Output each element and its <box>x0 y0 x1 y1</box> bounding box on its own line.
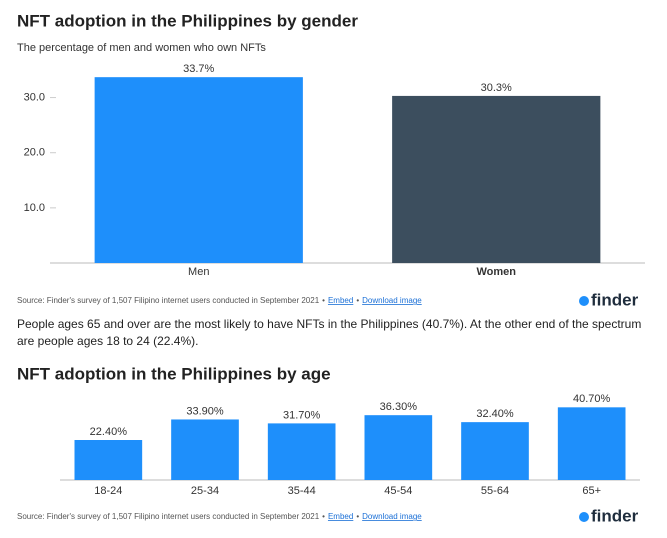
separator: • <box>356 296 359 305</box>
x-tick-label: 45-54 <box>384 485 412 497</box>
separator: • <box>322 512 325 521</box>
link[interactable]: Download image <box>362 296 422 305</box>
x-tick-label: 65+ <box>582 485 601 497</box>
paragraph: People ages 65 and over are the most lik… <box>17 317 642 348</box>
bar <box>392 95 601 263</box>
bar <box>94 77 303 263</box>
bar <box>557 407 626 480</box>
bar <box>74 440 143 480</box>
separator: • <box>322 296 325 305</box>
link[interactable]: Embed <box>328 512 353 521</box>
y-tick-label: 20.0 <box>24 147 45 159</box>
separator: • <box>356 512 359 521</box>
value-label: 33.90% <box>186 405 224 417</box>
chart-title: NFT adoption in the Philippines by gende… <box>17 11 358 30</box>
value-label: 22.40% <box>90 426 128 438</box>
x-tick-label: 35-44 <box>288 485 316 497</box>
link[interactable]: Embed <box>328 296 353 305</box>
value-label: 31.70% <box>283 409 321 421</box>
logo: finder <box>591 290 639 309</box>
x-tick-label: Men <box>188 266 209 278</box>
x-tick-label: Women <box>476 266 516 278</box>
bar <box>364 415 433 480</box>
logo-icon <box>579 296 589 306</box>
source-text: Source: Finder's survey of 1,507 Filipin… <box>17 296 320 305</box>
source-text: Source: Finder's survey of 1,507 Filipin… <box>17 512 320 521</box>
source: Source: Finder's survey of 1,507 Filipin… <box>17 296 422 305</box>
bar <box>461 422 529 480</box>
y-tick-label: 10.0 <box>24 202 45 214</box>
logo: finder <box>591 506 639 525</box>
value-label: 33.7% <box>183 63 214 75</box>
value-label: 32.40% <box>476 408 514 420</box>
bar <box>171 419 239 480</box>
value-label: 40.70% <box>573 393 611 405</box>
value-label: 36.30% <box>380 401 418 413</box>
x-tick-label: 55-64 <box>481 485 509 497</box>
source: Source: Finder's survey of 1,507 Filipin… <box>17 512 422 521</box>
x-tick-label: 18-24 <box>94 485 122 497</box>
chart-title: NFT adoption in the Philippines by age <box>17 364 331 383</box>
chart-subtitle: The percentage of men and women who own … <box>17 42 266 54</box>
bar <box>267 423 336 480</box>
logo-icon <box>579 512 589 522</box>
link[interactable]: Download image <box>362 512 422 521</box>
y-tick-label: 30.0 <box>24 91 45 103</box>
value-label: 30.3% <box>481 82 512 94</box>
x-tick-label: 25-34 <box>191 485 219 497</box>
